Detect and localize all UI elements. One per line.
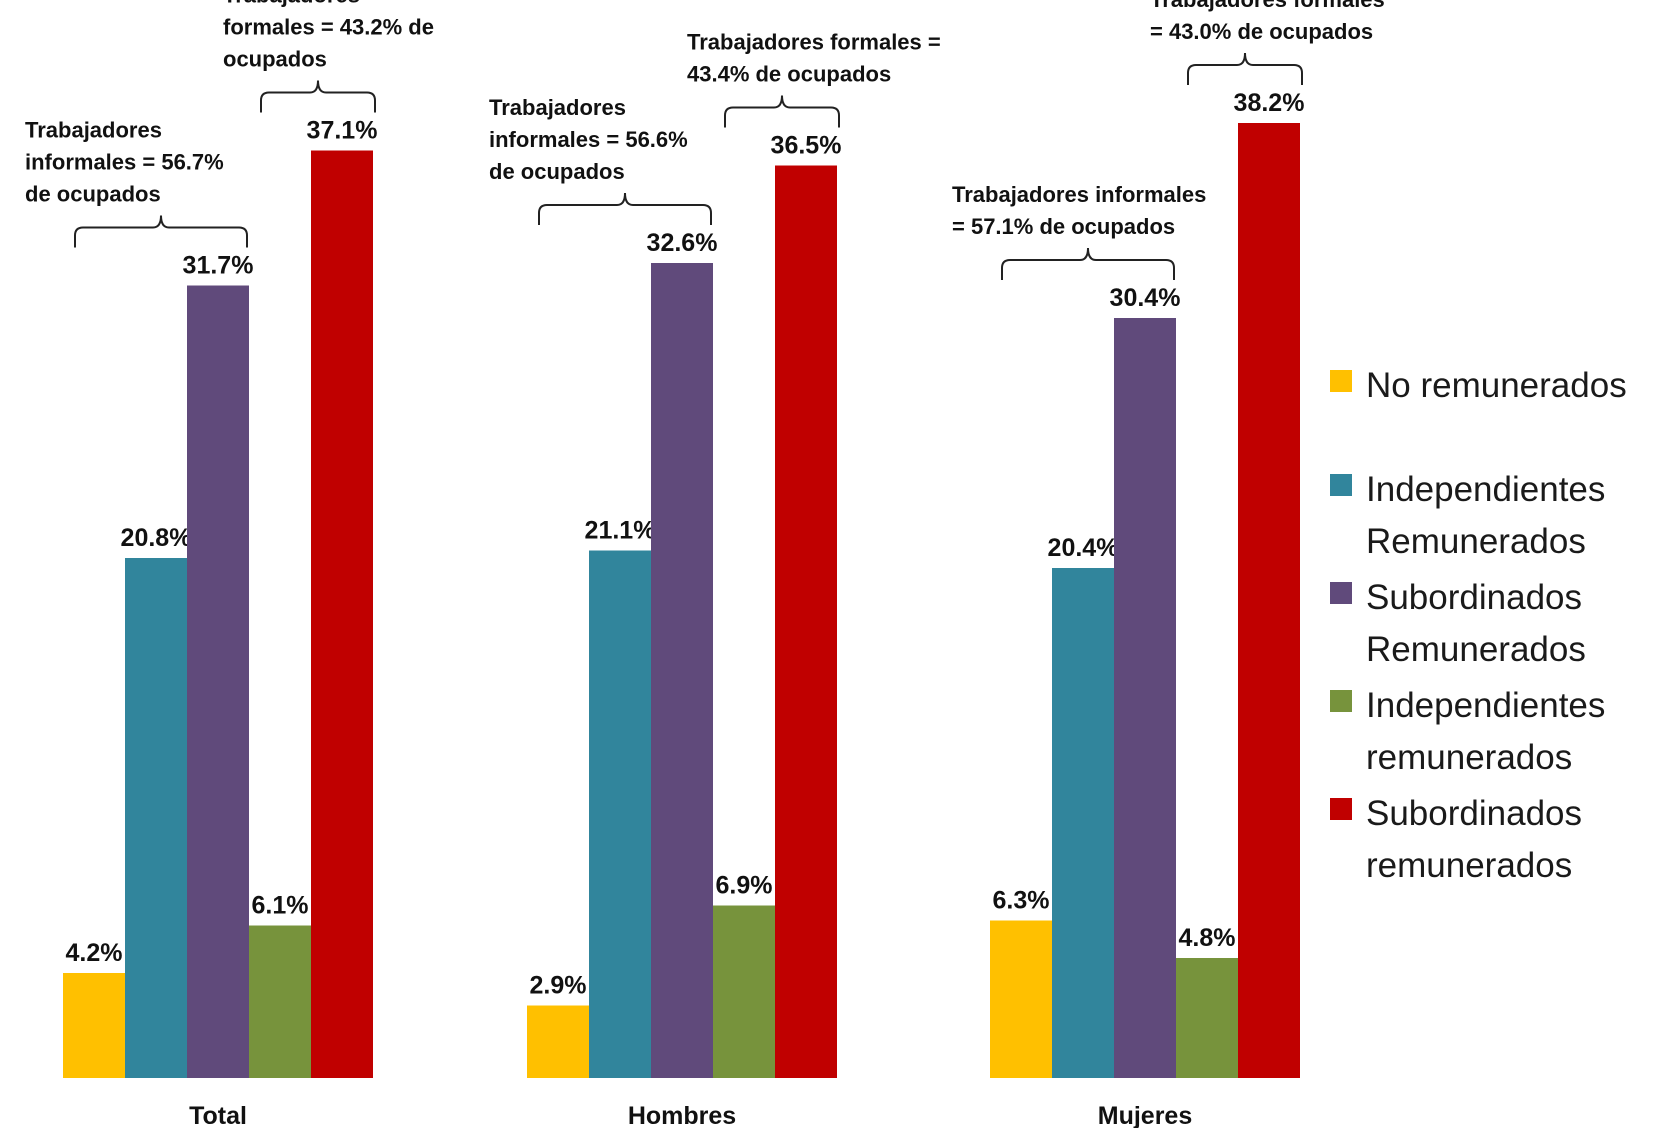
annotation-text: Trabajadores informales = 56.7% de ocupado… [25, 118, 224, 207]
legend-swatch [1330, 370, 1352, 392]
data-label: 4.2% [66, 939, 123, 967]
data-label: 30.4% [1110, 284, 1181, 312]
annotation-brace [1187, 52, 1303, 85]
category-label: Mujeres [1098, 1102, 1192, 1128]
annotation-brace [1001, 247, 1175, 280]
bar [249, 925, 311, 1078]
data-label: 31.7% [183, 252, 254, 280]
category-label: Total [189, 1102, 247, 1128]
bar [1176, 958, 1238, 1078]
data-label: 38.2% [1234, 89, 1305, 117]
legend-item-independientes-remunerados-1: Independientes Remunerados [1330, 464, 1605, 568]
bar [589, 550, 651, 1078]
annotation-text: Trabajadores informales = 57.1% de ocupad… [952, 182, 1206, 239]
legend-item-subordinados-remunerados-2: Subordinados remunerados [1330, 788, 1582, 892]
category-label: Hombres [628, 1102, 736, 1128]
data-label: 36.5% [771, 132, 842, 160]
annotation-brace [538, 192, 712, 225]
data-label: 4.8% [1179, 924, 1236, 952]
data-label: 2.9% [530, 972, 587, 1000]
legend-swatch [1330, 582, 1352, 604]
bar [63, 973, 125, 1078]
annotation-brace [74, 215, 248, 248]
annotation-brace [724, 95, 840, 128]
data-label: 20.4% [1048, 534, 1119, 562]
legend-item-subordinados-remunerados-1: Subordinados Remunerados [1330, 572, 1586, 676]
legend-label: Independientes remunerados [1366, 686, 1606, 777]
bar [311, 150, 373, 1078]
legend-item-no-remunerados: No remunerados [1330, 360, 1627, 412]
annotation-text: Trabajadores informales = 56.6% de ocupado… [489, 95, 688, 184]
legend-label: Independientes Remunerados [1366, 470, 1606, 561]
data-label: 20.8% [121, 524, 192, 552]
data-label: 6.3% [993, 887, 1050, 915]
bar [775, 165, 837, 1078]
bar [1114, 318, 1176, 1078]
legend-label: Subordinados remunerados [1366, 794, 1582, 885]
data-label: 6.9% [716, 872, 773, 900]
legend-item-independientes-remunerados-2: Independientes remunerados [1330, 680, 1605, 784]
legend-swatch [1330, 474, 1352, 496]
data-label: 6.1% [252, 892, 309, 920]
bar [1238, 123, 1300, 1078]
annotation-brace [260, 80, 376, 113]
data-label: 32.6% [647, 229, 718, 257]
bar [990, 920, 1052, 1078]
bar [187, 285, 249, 1078]
bar [527, 1005, 589, 1078]
bar [1052, 568, 1114, 1078]
annotation-text: Trabajadores formales = 43.4% de ocupados [687, 30, 941, 87]
legend-label: Subordinados Remunerados [1366, 578, 1586, 669]
bar [651, 263, 713, 1078]
data-label: 37.1% [307, 117, 378, 145]
legend-label: No remunerados [1366, 366, 1627, 405]
bar [713, 905, 775, 1078]
annotation-text: Trabajadores formales= 43.0% de ocupados [1150, 0, 1385, 44]
legend-swatch [1330, 798, 1352, 820]
legend-swatch [1330, 690, 1352, 712]
data-label: 21.1% [585, 517, 656, 545]
bar [125, 558, 187, 1078]
